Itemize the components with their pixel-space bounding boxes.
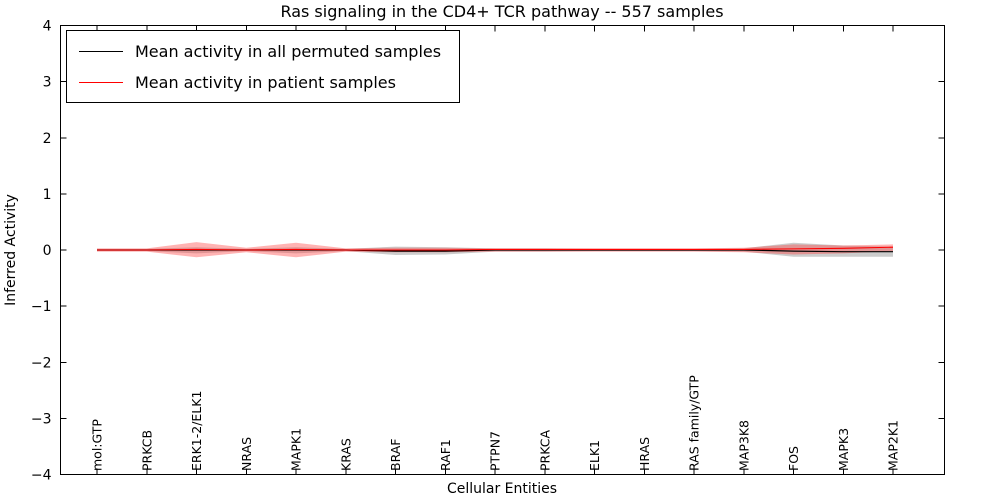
y-tick-label: −3 [31, 411, 52, 427]
y-tick-label: 2 [43, 131, 52, 147]
x-tick-label: HRAS [637, 437, 652, 471]
legend-item-patient: Mean activity in patient samples [79, 69, 441, 95]
x-tick-label: NRAS [239, 437, 254, 471]
x-tick-label: MAP3K8 [736, 420, 751, 471]
x-tick-label: RAF1 [438, 439, 453, 471]
chart-title: Ras signaling in the CD4+ TCR pathway --… [280, 2, 723, 21]
x-axis-label: Cellular Entities [447, 481, 557, 497]
y-axis-label: Inferred Activity [3, 194, 19, 306]
axes-layer: 4 3 2 1 0 −1 −2 −3 −4 mol:GTP PRKCB ERK1-2/ELK1 NRAS… [31, 19, 945, 484]
y-tick-label: −1 [31, 299, 52, 315]
legend: Mean activity in all permuted samples Me… [66, 30, 461, 103]
y-tick-label: 3 [43, 75, 52, 91]
x-tick-label: ELK1 [587, 440, 602, 471]
legend-line-permuted [79, 50, 123, 52]
mean-line-patient [97, 246, 894, 251]
x-tick-label: ERK1-2/ELK1 [189, 391, 204, 471]
line-layer [97, 246, 894, 253]
x-tick-label: RAS family/GTP [687, 375, 702, 471]
y-tick-label: −2 [31, 355, 52, 371]
x-tick-label: MAPK1 [289, 428, 304, 471]
x-tick-label: mol:GTP [90, 419, 105, 471]
legend-label-permuted: Mean activity in all permuted samples [135, 41, 442, 61]
x-tick-label: KRAS [338, 438, 353, 471]
x-tick-label: PTPN7 [488, 431, 503, 471]
legend-item-permuted: Mean activity in all permuted samples [79, 38, 441, 64]
legend-label-patient: Mean activity in patient samples [135, 72, 396, 92]
y-tick-label: −4 [31, 468, 52, 484]
x-tick-label: PRKCB [139, 430, 154, 471]
x-tick-label: FOS [786, 446, 801, 471]
x-tick-label: PRKCA [537, 430, 552, 471]
y-tick-label: 1 [43, 187, 52, 203]
tick-labels: 4 3 2 1 0 −1 −2 −3 −4 mol:GTP PRKCB ERK1-2/ELK1 NRAS… [31, 19, 901, 484]
y-tick-label: 0 [43, 243, 52, 259]
legend-line-patient [79, 81, 123, 83]
y-tick-label: 4 [43, 19, 52, 35]
x-tick-label: MAP2K1 [886, 420, 901, 471]
x-tick-label: MAPK3 [836, 428, 851, 471]
x-tick-label: BRAF [388, 439, 403, 472]
